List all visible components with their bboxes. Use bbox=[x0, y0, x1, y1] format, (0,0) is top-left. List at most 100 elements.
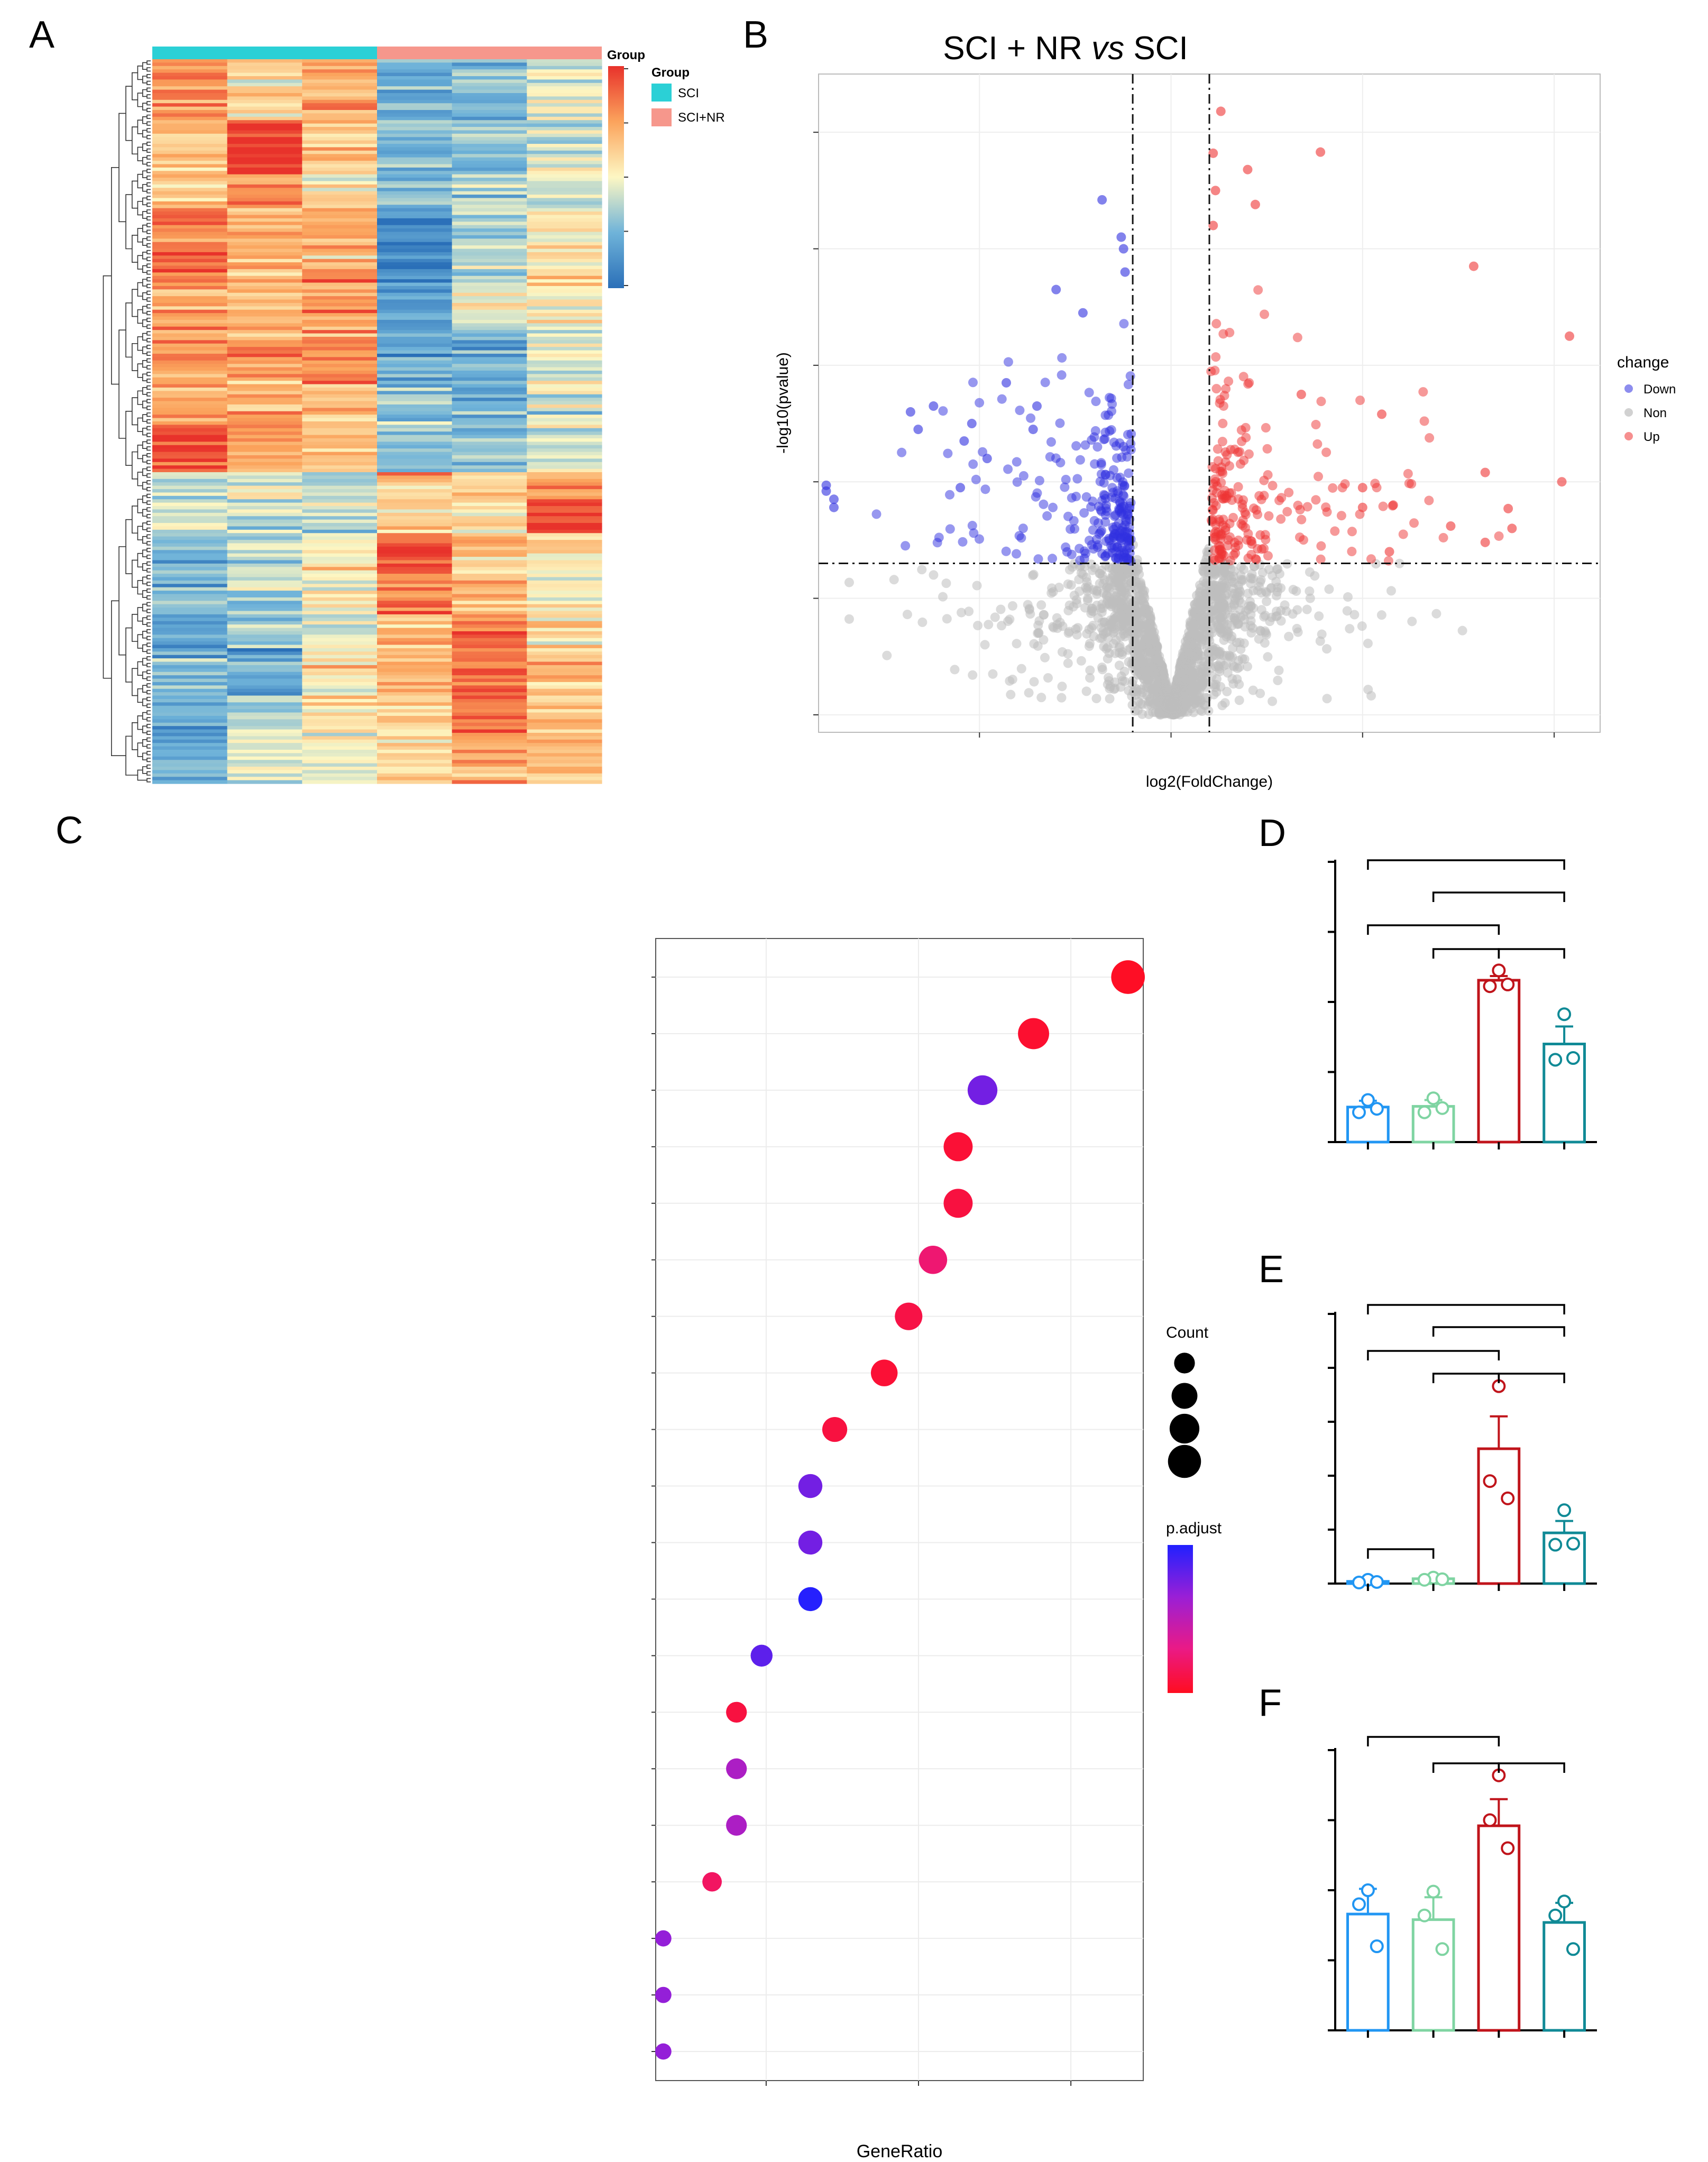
heatmap-cell bbox=[527, 222, 602, 226]
heatmap-cell bbox=[452, 726, 527, 730]
heatmap-cell bbox=[377, 201, 453, 205]
volcano-point-down bbox=[971, 474, 981, 484]
heatmap-cell bbox=[152, 86, 228, 90]
volcano-point-up bbox=[1316, 541, 1326, 551]
volcano-point-down bbox=[1003, 464, 1013, 474]
heatmap-cell bbox=[527, 760, 602, 764]
heatmap-cell bbox=[302, 133, 378, 137]
row-dendrogram bbox=[103, 60, 151, 783]
heatmap-cell bbox=[452, 164, 527, 168]
heatmap-cell bbox=[302, 749, 378, 753]
heatmap-cell bbox=[527, 563, 602, 567]
dotplot-terms bbox=[651, 977, 656, 2052]
heatmap-cell bbox=[527, 171, 602, 175]
volcano-point-down bbox=[929, 401, 939, 411]
heatmap-cell bbox=[227, 516, 302, 520]
volcano-point-up bbox=[1268, 481, 1278, 491]
go-term-dot bbox=[726, 1701, 747, 1723]
heatmap-cell bbox=[452, 621, 527, 625]
volcano-point-up bbox=[1330, 526, 1340, 536]
heatmap-cell bbox=[452, 729, 527, 733]
heatmap-cell bbox=[377, 171, 453, 175]
heatmap-cell bbox=[527, 330, 602, 334]
heatmap-cell bbox=[527, 343, 602, 347]
volcano-point-non bbox=[1103, 642, 1113, 652]
heatmap-cell bbox=[377, 743, 453, 747]
volcano-point-non bbox=[1224, 650, 1234, 660]
heatmap-cell bbox=[527, 275, 602, 280]
data-point bbox=[1566, 1051, 1581, 1065]
heatmap-cell bbox=[452, 215, 527, 219]
heatmap-cell bbox=[377, 374, 453, 378]
heatmap-cell bbox=[377, 191, 453, 195]
significance-bracket bbox=[1432, 891, 1565, 902]
heatmap-cell bbox=[227, 709, 302, 713]
volcano-point-up bbox=[1208, 220, 1218, 231]
volcano-point-down bbox=[1057, 353, 1067, 363]
heatmap-cell bbox=[227, 205, 302, 209]
heatmap-cell bbox=[227, 167, 302, 171]
heatmap-cell bbox=[227, 370, 302, 374]
heatmap-cell bbox=[452, 519, 527, 523]
heatmap-cell bbox=[452, 574, 527, 578]
heatmap-cell bbox=[302, 502, 378, 507]
heatmap-cell bbox=[527, 167, 602, 171]
heatmap-cell bbox=[377, 225, 453, 229]
volcano-point-non bbox=[1215, 624, 1225, 634]
heatmap-cell bbox=[527, 594, 602, 598]
heatmap-cell bbox=[152, 66, 228, 70]
heatmap-cell bbox=[377, 739, 453, 743]
volcano-point-non bbox=[1115, 641, 1125, 651]
volcano-point-up bbox=[1264, 511, 1274, 521]
heatmap-cell bbox=[527, 232, 602, 236]
heatmap-cell bbox=[302, 441, 378, 446]
heatmap-cell bbox=[227, 770, 302, 774]
volcano-point-non bbox=[1098, 578, 1108, 588]
heatmap-cell bbox=[527, 523, 602, 527]
heatmap-cell bbox=[452, 462, 527, 466]
heatmap-cell bbox=[377, 611, 453, 615]
heatmap-cell bbox=[152, 238, 228, 243]
heatmap-cell bbox=[302, 286, 378, 290]
volcano-point-non bbox=[902, 610, 912, 620]
heatmap-cell bbox=[302, 316, 378, 320]
heatmap-cell bbox=[377, 387, 453, 391]
heatmap-cell bbox=[152, 76, 228, 80]
volcano-point-up bbox=[1225, 532, 1235, 542]
heatmap-cell bbox=[527, 719, 602, 723]
heatmap-cell bbox=[302, 611, 378, 615]
heatmap-cell bbox=[452, 651, 527, 656]
volcano-point-down bbox=[1002, 378, 1012, 388]
heatmap-cell bbox=[152, 519, 228, 523]
volcano-point-non bbox=[1322, 694, 1332, 704]
volcano-point-non bbox=[1005, 614, 1015, 624]
heatmap-cell bbox=[302, 543, 378, 547]
heatmap-cell bbox=[527, 441, 602, 446]
volcano-point-down bbox=[1039, 499, 1049, 509]
heatmap-cell bbox=[152, 634, 228, 639]
heatmap-cell bbox=[377, 499, 453, 503]
heatmap-cell bbox=[452, 178, 527, 182]
heatmap-cell bbox=[227, 509, 302, 513]
heatmap-cell bbox=[452, 208, 527, 212]
legend-swatch-scinr bbox=[651, 108, 672, 126]
heatmap-cell bbox=[152, 601, 228, 605]
heatmap-cell bbox=[302, 336, 378, 341]
heatmap-cell bbox=[227, 550, 302, 554]
heatmap-cell bbox=[527, 62, 602, 67]
heatmap-cell bbox=[377, 116, 453, 121]
volcano-point-non bbox=[950, 665, 960, 675]
heatmap-cell bbox=[452, 492, 527, 496]
heatmap-cell bbox=[302, 127, 378, 131]
volcano-point-non bbox=[1222, 686, 1232, 696]
go-term-dot bbox=[798, 1474, 823, 1498]
heatmap-cell bbox=[227, 695, 302, 700]
heatmap-cell bbox=[527, 205, 602, 209]
volcano-point-non bbox=[1215, 562, 1225, 572]
heatmap-cell bbox=[302, 123, 378, 127]
heatmap-cell bbox=[227, 82, 302, 87]
heatmap-cell bbox=[527, 604, 602, 608]
heatmap-cell bbox=[377, 123, 453, 127]
heatmap-cell bbox=[302, 604, 378, 608]
volcano-point-down bbox=[1120, 520, 1130, 530]
